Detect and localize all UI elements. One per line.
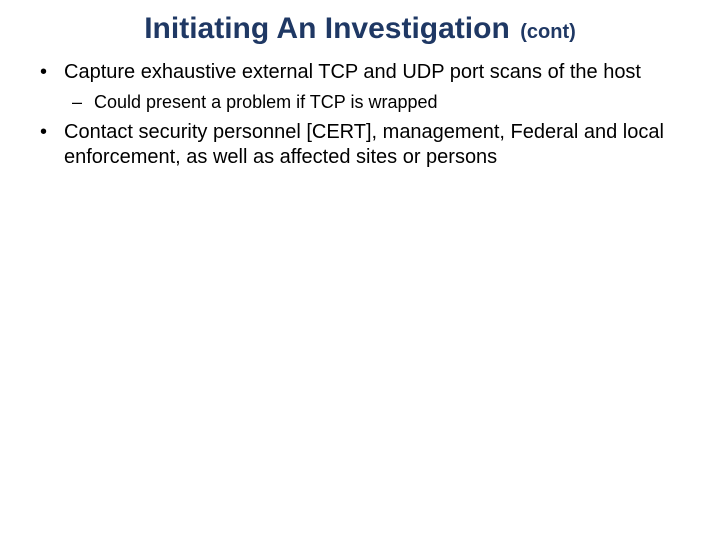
list-item-text: Could present a problem if TCP is wrappe…: [94, 92, 438, 112]
slide-title-suffix: (cont): [520, 21, 576, 43]
sub-bullet-list: Could present a problem if TCP is wrappe…: [64, 91, 686, 114]
slide: Initiating An Investigation (cont) Captu…: [0, 0, 720, 540]
list-item: Contact security personnel [CERT], manag…: [34, 120, 686, 170]
list-item: Could present a problem if TCP is wrappe…: [64, 91, 686, 114]
slide-title: Initiating An Investigation (cont): [34, 12, 686, 46]
bullet-list: Capture exhaustive external TCP and UDP …: [34, 60, 686, 170]
list-item-text: Capture exhaustive external TCP and UDP …: [64, 61, 641, 83]
list-item: Capture exhaustive external TCP and UDP …: [34, 60, 686, 114]
list-item-text: Contact security personnel [CERT], manag…: [64, 121, 664, 168]
slide-title-main: Initiating An Investigation: [144, 12, 510, 45]
